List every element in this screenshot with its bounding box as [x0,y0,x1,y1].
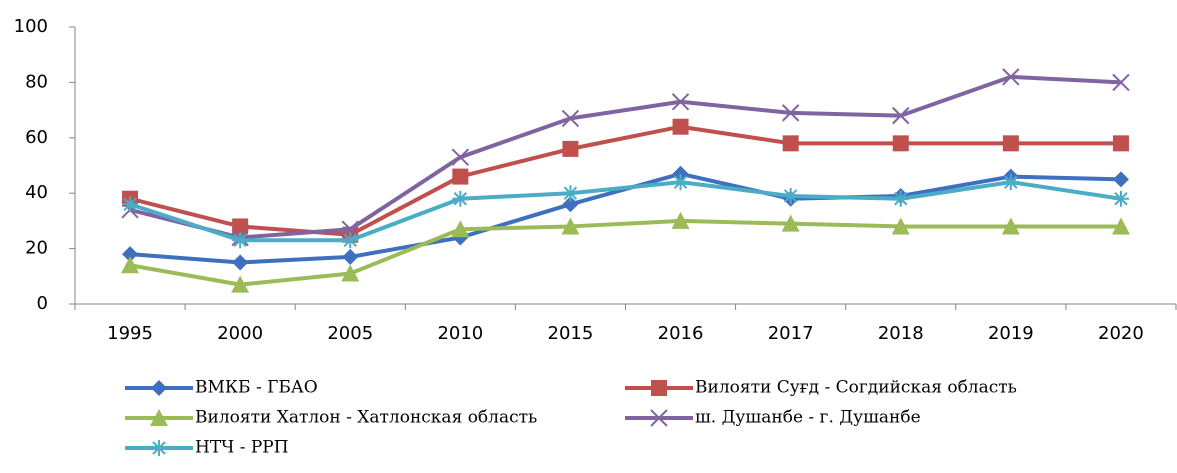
marker [342,232,359,249]
legend-label: Вилояти Хатлон - Хатлонская область [195,408,537,428]
y-tick-label: 0 [37,293,48,314]
marker [782,135,799,152]
marker [781,214,800,232]
marker [562,196,579,213]
marker [122,246,139,263]
marker [892,135,909,152]
marker [451,220,470,238]
y-tick-label: 60 [25,127,48,148]
marker [1002,68,1020,86]
x-tick-label: 2000 [217,323,263,344]
marker [342,248,359,265]
marker [671,211,690,229]
series-line [129,124,1121,237]
marker [1111,217,1130,235]
marker [1001,217,1020,235]
marker [452,190,469,207]
marker [232,254,249,271]
marker [891,217,910,235]
marker [562,140,579,157]
x-tick-label: 2010 [437,323,483,344]
marker [341,264,360,282]
marker [672,118,689,135]
x-tick-label: 1995 [107,323,153,344]
marker [1112,190,1129,207]
x-tick-label: 2017 [768,323,814,344]
series-line [129,74,1122,240]
marker [1112,73,1130,92]
marker [1112,135,1129,152]
series-line [129,218,1121,287]
legend-marker [151,440,167,456]
marker [452,168,469,185]
marker [561,217,580,235]
y-tick-label: 80 [25,71,48,92]
legend-marker [151,380,167,396]
marker [561,109,580,128]
legend-label: ш. Душанбе - г. Душанбе [695,408,921,428]
marker [121,256,140,274]
x-tick-label: 2015 [548,323,594,344]
marker [782,187,799,204]
x-tick-label: 2005 [327,323,373,344]
marker [122,196,139,213]
marker [1002,135,1019,152]
series-line [129,180,1122,243]
marker [892,190,909,207]
marker [1002,174,1019,191]
marker [232,218,249,235]
marker [231,275,250,293]
marker [232,232,249,249]
legend-label: Вилояти Суғд - Согдийская область [695,378,1017,398]
marker [451,148,470,166]
legend-marker [150,409,168,426]
legend-label: ВМКБ - ГБАО [195,378,318,398]
marker [892,106,910,125]
marker [1112,171,1129,188]
x-tick-label: 2019 [988,323,1034,344]
x-tick-label: 2016 [658,323,704,344]
marker [671,93,690,111]
marker [672,174,689,191]
x-tick-label: 2020 [1098,323,1144,344]
y-tick-label: 100 [14,16,48,37]
marker [781,104,800,122]
y-tick-label: 20 [25,238,48,259]
legend-label: НТЧ - РРП [195,438,289,458]
x-tick-label: 2018 [878,323,924,344]
legend-marker [651,380,667,396]
marker [562,185,579,202]
legend-marker [650,409,668,427]
y-tick-label: 40 [25,182,48,203]
